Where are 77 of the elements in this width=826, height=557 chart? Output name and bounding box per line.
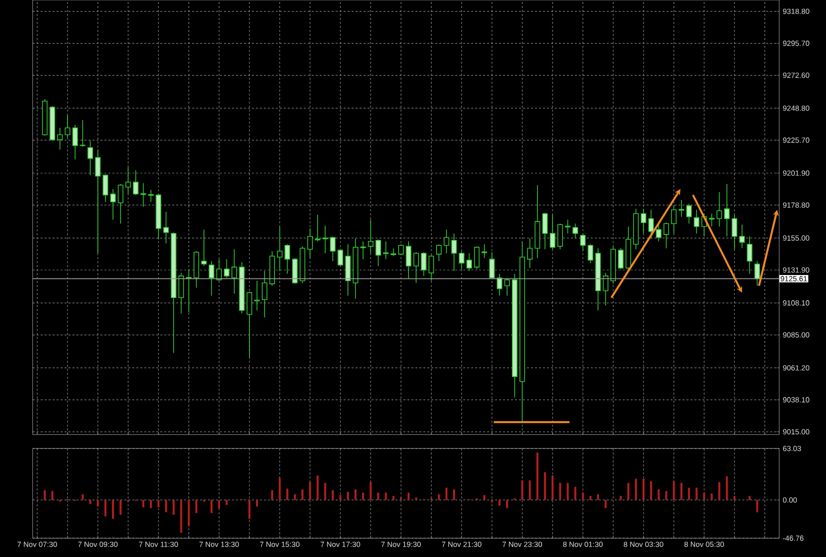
candlestick (504, 278, 510, 296)
candlestick (420, 252, 426, 276)
candlestick (95, 149, 101, 254)
candlestick (413, 252, 419, 284)
candlestick (140, 182, 146, 208)
candlestick (678, 199, 684, 218)
candlestick (542, 212, 548, 250)
candlestick (163, 211, 169, 244)
candlestick (754, 260, 760, 286)
candlestick (618, 248, 624, 270)
candlestick (262, 270, 268, 318)
candlestick (746, 236, 752, 274)
candlestick (724, 184, 730, 237)
candlestick (406, 240, 412, 280)
candlestick (125, 166, 131, 194)
candlestick (564, 219, 570, 234)
candlestick (550, 214, 556, 250)
candlestick (383, 240, 389, 260)
candlestick (72, 124, 78, 160)
candlestick (292, 258, 298, 284)
candlestick (118, 184, 124, 224)
candlestick (57, 127, 63, 150)
candlestick (390, 248, 396, 256)
candlestick (436, 244, 442, 262)
candlestick (102, 174, 108, 202)
candlestick (376, 238, 382, 266)
candlestick (398, 244, 404, 256)
candlestick (428, 254, 434, 282)
candlestick (602, 272, 608, 306)
candlestick (132, 170, 138, 196)
candlestick (648, 209, 654, 239)
candlestick (322, 225, 328, 254)
candlestick (580, 232, 586, 252)
candlestick (656, 223, 662, 242)
candlestick (557, 223, 563, 250)
candlestick (739, 224, 745, 249)
candlestick (368, 219, 374, 254)
candlestick (496, 273, 502, 296)
candlestick (588, 244, 594, 264)
candlestick (314, 214, 320, 242)
candlestick (208, 260, 214, 296)
candlestick (671, 204, 677, 234)
candlestick (148, 190, 154, 202)
candlestick (664, 222, 669, 249)
candlestick (482, 244, 488, 258)
candlestick (330, 236, 336, 262)
candlestick (444, 229, 450, 254)
candlestick (451, 232, 457, 272)
candlestick (178, 272, 184, 314)
candlestick (284, 244, 290, 274)
candlestick (527, 238, 533, 268)
candlestick (201, 229, 207, 266)
candlestick (224, 258, 230, 278)
candlestick (732, 214, 738, 250)
candlestick (360, 240, 366, 260)
candlestick (572, 223, 578, 239)
candlestick (216, 258, 222, 282)
candlestick (254, 280, 260, 311)
candlestick (64, 114, 70, 138)
candlestick (708, 213, 714, 227)
candlestick (489, 252, 495, 280)
candlestick (276, 226, 282, 272)
candlestick (110, 188, 116, 220)
candlestick (474, 246, 480, 270)
candlestick (458, 250, 464, 270)
candlestick (80, 120, 86, 148)
candlestick (686, 203, 692, 224)
candlestick (186, 268, 192, 313)
candlestick (694, 209, 700, 234)
candlestick (232, 248, 238, 294)
candlestick (640, 208, 646, 234)
candlestick (307, 228, 313, 258)
candlestick (338, 248, 344, 266)
candlestick (466, 252, 472, 272)
candlestick (246, 291, 252, 358)
candlestick (88, 140, 94, 176)
candlestick (716, 192, 722, 227)
